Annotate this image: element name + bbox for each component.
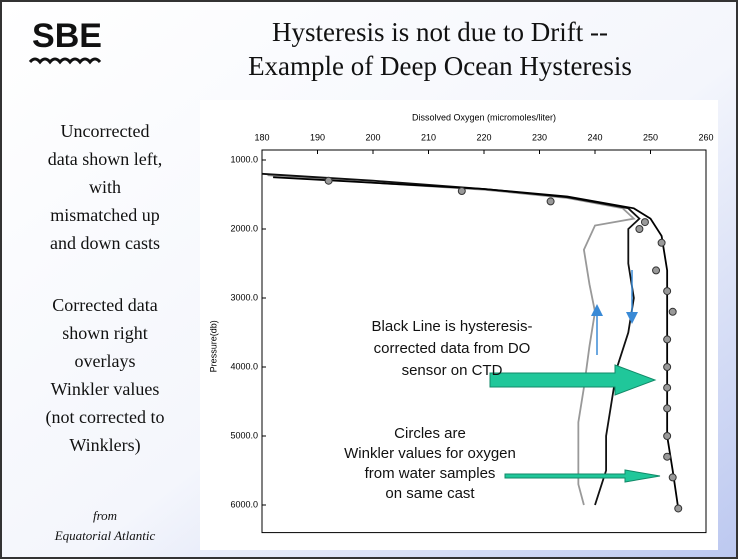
- winkler-point: [635, 225, 644, 233]
- annotation: Circles are: [394, 425, 466, 442]
- left-text: mismatched up: [50, 205, 159, 225]
- annotation: from water samples: [365, 465, 496, 482]
- annotation: sensor on CTD: [402, 362, 503, 379]
- winkler-point: [663, 363, 672, 371]
- left-text: Corrected data: [52, 295, 157, 315]
- left-text: and down casts: [50, 233, 160, 253]
- y-axis-title: Pressure(db): [208, 320, 218, 372]
- x-tick-label: 210: [421, 132, 436, 142]
- logo: SBE: [32, 17, 102, 55]
- winkler-point: [324, 176, 333, 185]
- winkler-point: [674, 504, 683, 513]
- annotation: Winkler values for oxygen: [344, 445, 516, 462]
- slide-title: Hysteresis is not due to Drift --: [272, 17, 608, 47]
- logo-wave: [28, 57, 102, 65]
- y-tick-label: 5000.0: [230, 430, 258, 440]
- source: Equatorial Atlantic: [54, 528, 156, 543]
- x-tick-label: 240: [587, 132, 602, 142]
- left-text: with: [89, 177, 121, 197]
- annotation: Black Line is hysteresis-: [372, 318, 533, 335]
- annotation: on same cast: [385, 485, 475, 502]
- left-text: (not corrected to: [46, 407, 165, 428]
- winkler-point: [546, 197, 555, 206]
- left-text: Uncorrected: [61, 121, 150, 141]
- left-text: Winkler values: [51, 379, 160, 399]
- x-tick-label: 180: [254, 132, 269, 142]
- winkler-point: [663, 404, 672, 413]
- data-line: [273, 176, 680, 509]
- y-tick-label: 2000.0: [230, 223, 258, 233]
- winkler-point: [668, 307, 677, 316]
- winkler-point: [663, 432, 672, 440]
- y-tick-label: 1000.0: [230, 154, 258, 164]
- winkler-point: [657, 238, 666, 247]
- winkler-point: [663, 383, 672, 392]
- x-tick-label: 230: [532, 132, 547, 142]
- winkler-point: [663, 287, 672, 296]
- slide-title: Example of Deep Ocean Hysteresis: [248, 51, 632, 81]
- annotation: corrected data from DO: [374, 340, 531, 357]
- winkler-point: [663, 335, 672, 344]
- source: from: [93, 508, 117, 523]
- x-tick-label: 200: [365, 132, 380, 142]
- x-axis-title: Dissolved Oxygen (micromoles/liter): [412, 112, 556, 122]
- chart: Dissolved Oxygen (micromoles/liter) Press…: [208, 112, 714, 534]
- y-tick-label: 6000.0: [230, 499, 258, 509]
- x-tick-label: 260: [698, 132, 713, 142]
- x-tick-label: 220: [476, 132, 491, 142]
- winkler-point: [457, 187, 466, 196]
- green-arrow: [489, 364, 657, 396]
- left-text: overlays: [75, 351, 136, 371]
- y-tick-label: 4000.0: [230, 361, 258, 371]
- left-text: data shown left,: [48, 149, 162, 169]
- winkler-point: [668, 473, 677, 482]
- y-tick-label: 3000.0: [230, 292, 258, 302]
- x-tick-label: 250: [643, 132, 658, 142]
- winkler-point: [663, 452, 672, 461]
- winkler-point: [652, 266, 661, 275]
- green-arrow: [504, 469, 661, 483]
- winkler-point: [640, 218, 649, 227]
- left-text: shown right: [62, 323, 148, 343]
- x-tick-label: 190: [310, 132, 325, 142]
- left-text: Winklers): [69, 435, 140, 456]
